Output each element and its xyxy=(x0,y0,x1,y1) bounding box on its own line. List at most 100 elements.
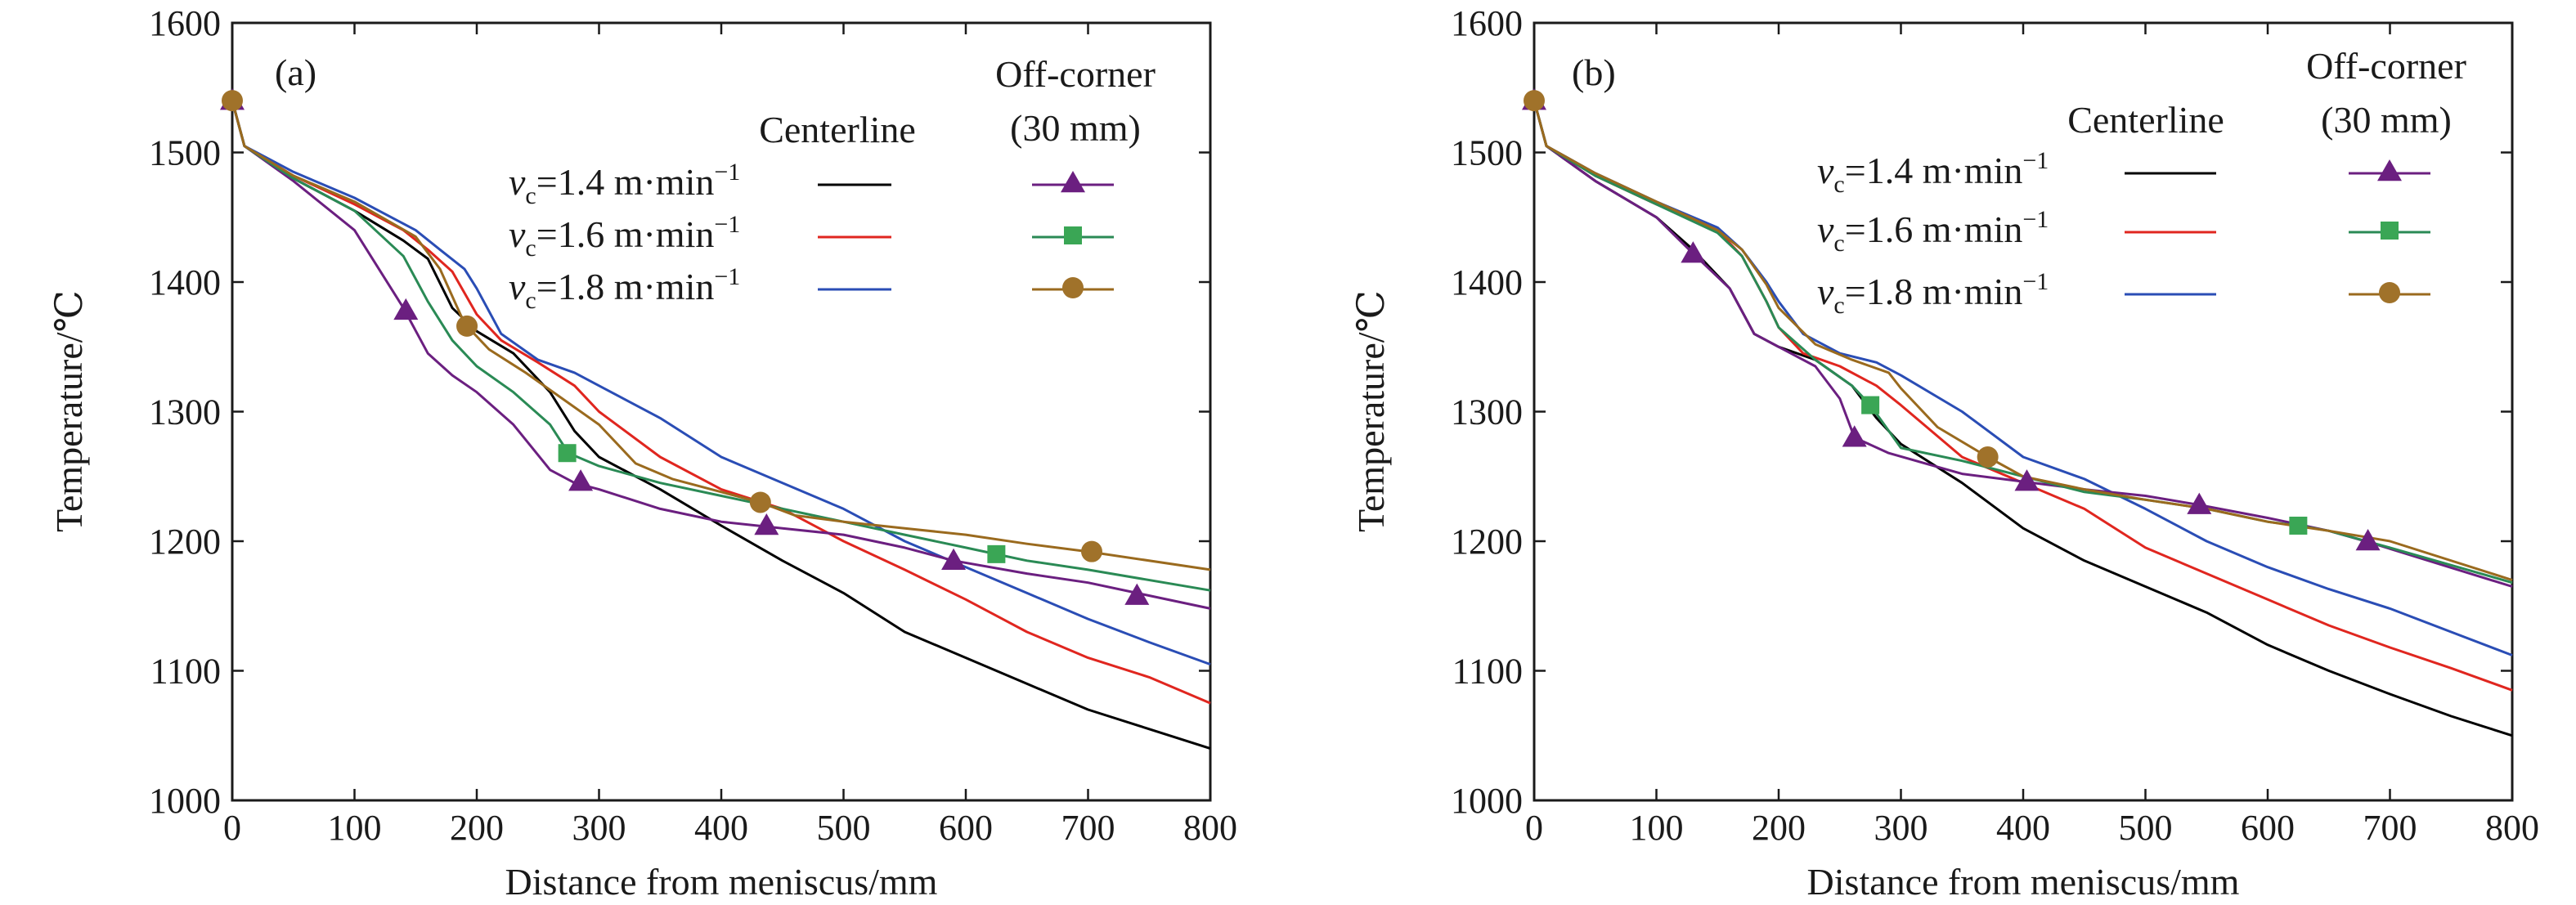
legend-eq-1-8-a: =1.8 m·min xyxy=(536,266,715,307)
legend-entry-1-8-a: vc=1.8 m·min−1 xyxy=(509,263,740,314)
y-tick-label: 1400 xyxy=(149,262,221,302)
y-tick-label: 1000 xyxy=(1451,781,1523,821)
legend-marker-off-1-8 xyxy=(2379,282,2400,303)
data-point-off-1-4 xyxy=(1842,425,1867,447)
y-tick-label: 1200 xyxy=(149,522,221,562)
legend-entry-1-6-a: vc=1.6 m·min−1 xyxy=(509,211,740,262)
legend-entry-1-6-b: vc=1.6 m·min−1 xyxy=(1817,206,2049,257)
y-tick-label: 1300 xyxy=(149,392,221,432)
data-point-off-1-6 xyxy=(987,544,1006,563)
legend-label-1-6-a: vc=1.6 m·min−1 xyxy=(509,211,740,262)
x-tick-label: 200 xyxy=(450,808,504,848)
legend-sup-1-6-a: −1 xyxy=(714,211,740,238)
legend-sup-1-8-b: −1 xyxy=(2022,268,2049,295)
legend-sub-1-6-b: c xyxy=(1833,230,1844,257)
legend-var-1-6-b: v xyxy=(1817,208,1834,250)
legend-label-1-4-a: vc=1.4 m·min−1 xyxy=(509,159,740,209)
legend-sup-1-4-a: −1 xyxy=(714,159,740,186)
series-line-off-1-4 xyxy=(1533,100,2513,588)
y-tick-label: 1200 xyxy=(1451,522,1523,562)
series-line-off-1-8 xyxy=(231,100,1211,571)
series-line-center-1-6 xyxy=(231,100,1211,705)
y-tick-label: 1400 xyxy=(1451,262,1523,302)
series-line-center-1-8 xyxy=(1533,100,2513,656)
y-tick-label: 1500 xyxy=(1451,133,1523,173)
legend-offcorner-subtitle-a: (30 mm) xyxy=(1010,107,1141,149)
data-point-off-1-4 xyxy=(1681,241,1706,263)
legend-marker-off-1-4 xyxy=(1061,171,1085,193)
x-tick-label: 500 xyxy=(2119,808,2173,848)
x-axis-label-a: Distance from meniscus/mm xyxy=(505,861,938,903)
data-point-off-1-4 xyxy=(941,548,967,571)
series-markers-b xyxy=(1522,88,2381,551)
legend-sub-1-8-a: c xyxy=(525,287,536,314)
legend-marker-off-1-6 xyxy=(1064,226,1082,244)
series-lines-a xyxy=(231,100,1211,750)
legend-entry-1-4-b: vc=1.4 m·min−1 xyxy=(1817,147,2049,198)
x-tick-label: 400 xyxy=(694,808,748,848)
y-axis-label-a: Temperature/℃ xyxy=(48,290,90,532)
y-tick-label: 1000 xyxy=(149,781,221,821)
panel-label-b: (b) xyxy=(1572,52,1616,93)
ticks-b: 0 100 200 300 400 500 600 700 800 1000 1100 1200 130… xyxy=(1451,3,2539,848)
data-point-off-1-8 xyxy=(456,315,478,337)
series-line-off-1-8 xyxy=(1533,100,2513,581)
data-point-off-1-8 xyxy=(222,90,243,112)
x-tick-label: 100 xyxy=(328,808,382,848)
data-point-off-1-4 xyxy=(568,469,594,491)
series-markers-a xyxy=(220,88,1150,605)
legend-eq-1-6-a: =1.6 m·min xyxy=(536,213,715,255)
legend-var-1-6-a: v xyxy=(509,213,526,255)
legend-entry-1-4-a: vc=1.4 m·min−1 xyxy=(509,159,740,209)
legend-var-1-8-a: v xyxy=(509,266,526,307)
data-point-off-1-8 xyxy=(1524,90,1545,112)
x-tick-label: 600 xyxy=(939,808,993,848)
legend-sub-1-8-b: c xyxy=(1833,292,1844,319)
data-point-off-1-4 xyxy=(2014,469,2040,491)
legend-swatches-b xyxy=(2125,159,2430,303)
chart-panel-b: (b) 0 100 200 300 400 500 600 700 800 1000 1100 120… xyxy=(1350,3,2539,903)
x-tick-label: 400 xyxy=(1996,808,2050,848)
legend-centerline-title-b: Centerline xyxy=(2067,99,2224,141)
legend-sup-1-8-a: −1 xyxy=(714,263,740,290)
legend-offcorner-title-b: Off-corner xyxy=(2306,45,2466,87)
legend-swatches-a xyxy=(818,171,1114,298)
legend-eq-1-6-b: =1.6 m·min xyxy=(1845,208,2023,250)
panel-label-a: (a) xyxy=(275,52,316,93)
y-tick-label: 1600 xyxy=(149,3,221,43)
legend-var-1-4-b: v xyxy=(1817,150,1834,191)
series-line-center-1-4 xyxy=(1533,100,2513,737)
series-line-center-1-8 xyxy=(231,100,1211,666)
data-point-off-1-8 xyxy=(1080,540,1102,562)
x-tick-label: 300 xyxy=(572,808,626,848)
y-tick-label: 1100 xyxy=(150,652,221,692)
legend-marker-off-1-4 xyxy=(2377,159,2402,181)
x-tick-label: 700 xyxy=(1061,808,1115,848)
legend-offcorner-title-a: Off-corner xyxy=(995,53,1156,95)
x-tick-label: 100 xyxy=(1630,808,1684,848)
data-point-off-1-4 xyxy=(393,298,419,320)
data-point-off-1-4 xyxy=(754,513,779,535)
legend-label-1-8-b: vc=1.8 m·min−1 xyxy=(1817,268,2049,319)
legend-label-1-6-b: vc=1.6 m·min−1 xyxy=(1817,206,2049,257)
legend-eq-1-4-b: =1.4 m·min xyxy=(1845,150,2023,191)
chart-panel-a: (a) 0 100 200 300 400 500 600 700 800 1000 1100 120… xyxy=(48,3,1237,903)
legend-sub-1-4-a: c xyxy=(525,182,536,209)
legend-label-1-8-a: vc=1.8 m·min−1 xyxy=(509,263,740,314)
x-tick-label: 700 xyxy=(2363,808,2417,848)
data-point-off-1-6 xyxy=(2289,516,2308,535)
x-tick-label: 0 xyxy=(1525,808,1543,848)
data-point-off-1-6 xyxy=(558,444,577,463)
legend-label-1-4-b: vc=1.4 m·min−1 xyxy=(1817,147,2049,198)
y-axis-label-b: Temperature/℃ xyxy=(1350,290,1392,532)
x-tick-label: 600 xyxy=(2241,808,2295,848)
series-line-center-1-4 xyxy=(231,100,1211,750)
legend-var-1-4-a: v xyxy=(509,161,526,203)
y-tick-label: 1100 xyxy=(1452,652,1523,692)
x-tick-label: 0 xyxy=(223,808,241,848)
y-tick-label: 1600 xyxy=(1451,3,1523,43)
x-tick-label: 500 xyxy=(817,808,871,848)
data-point-off-1-8 xyxy=(1977,446,1999,468)
x-tick-label: 800 xyxy=(1183,808,1237,848)
legend-a: Centerline Off-corner (30 mm) vc=1.4 m·m… xyxy=(509,53,1156,314)
